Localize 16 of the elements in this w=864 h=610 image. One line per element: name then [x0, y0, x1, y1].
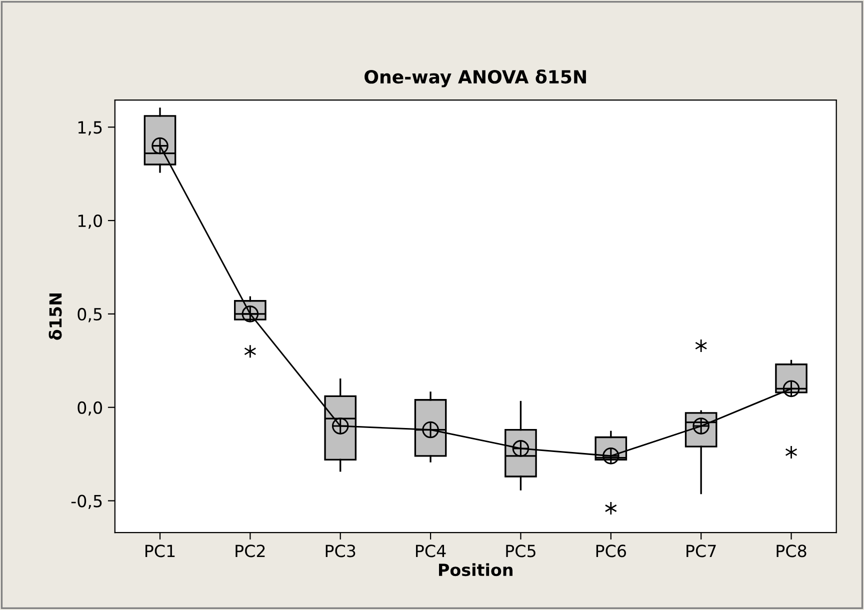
y-tick-label: 1,0 — [78, 214, 102, 229]
y-axis-title: δ15N — [48, 294, 62, 340]
y-tick-label: 0,5 — [78, 308, 102, 322]
x-tick-label: PC6 — [596, 544, 626, 558]
chart-title: One-way ANOVA δ15N — [364, 70, 586, 88]
x-axis-title: Position — [439, 563, 512, 576]
y-tick-label: 1,5 — [78, 121, 102, 136]
x-tick-label: PC7 — [686, 544, 716, 558]
y-tick-label: -0,5 — [71, 494, 102, 510]
x-tick-label: PC2 — [236, 544, 265, 558]
y-tick-label: 0,0 — [78, 401, 102, 416]
x-tick-label: PC8 — [776, 544, 806, 558]
x-tick-label: PC4 — [416, 544, 446, 558]
x-tick-label: PC1 — [145, 544, 175, 558]
x-tick-label: PC5 — [506, 544, 536, 558]
x-tick-label: PC3 — [326, 544, 356, 558]
